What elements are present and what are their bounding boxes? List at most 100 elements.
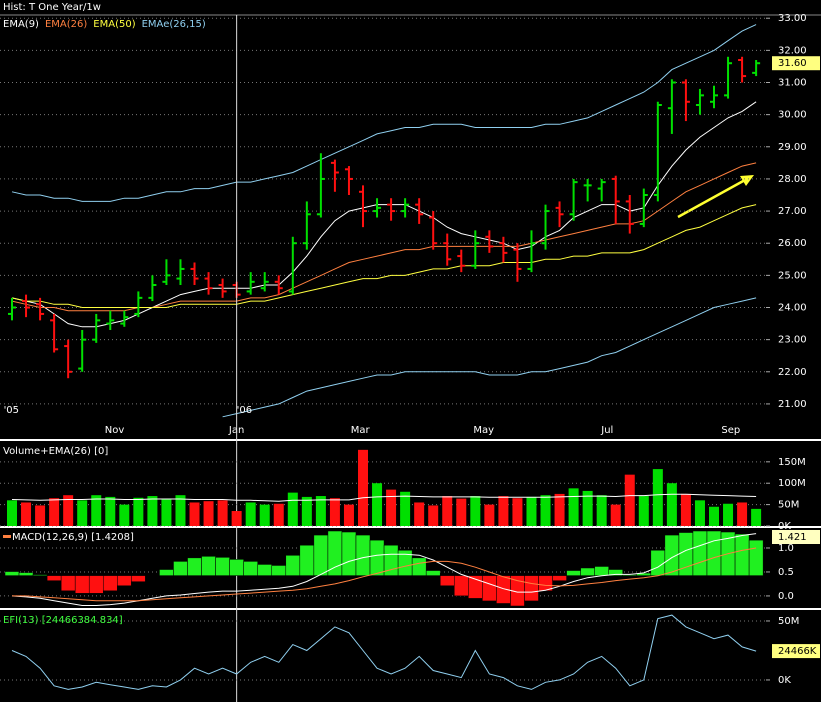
volume-bar (470, 496, 481, 526)
volume-bar (189, 502, 200, 526)
histogram-bar (285, 555, 301, 576)
volume-bar (498, 496, 509, 526)
volume-bar (329, 498, 340, 526)
x-tick-label: Jul (600, 425, 613, 436)
y-tick-label: 21.00 (778, 399, 807, 410)
volume-bar (652, 469, 663, 526)
histogram-bar (32, 574, 48, 576)
histogram-bar (608, 569, 623, 576)
volume-bar (259, 504, 270, 526)
histogram-bar (734, 533, 750, 576)
last-value-box (772, 644, 820, 659)
volume-bar (723, 503, 734, 526)
histogram-bar (60, 575, 76, 592)
volume-bar (638, 496, 649, 526)
legend-entry: EMA(50) (93, 19, 135, 30)
x-tick-label: Mar (351, 425, 371, 436)
volume-bar (414, 502, 425, 526)
panel-title: Volume+EMA(26) [0] (3, 446, 108, 457)
volume-bar (540, 495, 551, 526)
y-tick-label: 1.0 (778, 543, 794, 554)
histogram-bar (580, 567, 595, 576)
volume-bar (386, 489, 397, 526)
volume-bar (582, 490, 593, 526)
volume-bar (343, 504, 354, 526)
volume-bar (21, 502, 32, 526)
year-label: '06 (237, 405, 252, 416)
histogram-bar (482, 575, 497, 602)
legend-entry: EMA(26) (45, 19, 87, 30)
volume-bar (77, 500, 88, 526)
legend-swatch (3, 535, 11, 538)
y-tick-label: 24.00 (778, 303, 807, 314)
histogram-bar (439, 575, 455, 586)
histogram-bar (594, 566, 609, 576)
histogram-bar (257, 564, 272, 576)
y-tick-label: 150M (778, 457, 806, 468)
chart-title: Hist: T One Year/1w (3, 2, 101, 13)
histogram-bar (187, 557, 202, 576)
y-tick-label: 50M (778, 500, 799, 511)
x-tick-label: Sep (721, 425, 740, 436)
volume-bar (273, 503, 284, 526)
histogram-bar (18, 572, 34, 576)
histogram-bar (341, 531, 357, 576)
histogram-bar (454, 575, 469, 597)
histogram-bar (201, 556, 216, 576)
histogram-bar (4, 571, 20, 576)
histogram-bar (524, 575, 539, 602)
histogram-bar (229, 559, 244, 576)
volume-bar (526, 496, 537, 526)
histogram-bar (327, 530, 343, 576)
volume-bar (301, 496, 312, 526)
volume-bar (624, 474, 635, 526)
volume-bar (358, 449, 368, 526)
arrow-shaft (677, 178, 746, 219)
volume-bar (105, 496, 116, 526)
arrow-head (740, 175, 754, 186)
histogram-bar (159, 569, 174, 576)
year-label: '05 (4, 405, 19, 416)
indicator-line (11, 493, 757, 502)
legend-entry: EMA(9) (3, 19, 39, 30)
y-tick-label: 29.00 (778, 142, 807, 153)
histogram-bar (706, 530, 722, 576)
volume-bar (63, 495, 74, 526)
volume-bar (175, 495, 186, 526)
y-tick-label: 100M (778, 478, 806, 489)
histogram-bar (552, 575, 567, 581)
volume-bar (287, 492, 298, 526)
y-tick-label: 22.00 (778, 367, 807, 378)
volume-bar (91, 495, 102, 526)
legend-entry: EMAe(26,15) (142, 19, 206, 30)
indicator-line (12, 547, 757, 602)
indicator-line (11, 101, 757, 328)
panel-title: EFI(13) [24466384.834] (3, 615, 123, 626)
volume-bar (245, 502, 256, 526)
volume-bar (596, 495, 607, 526)
volume-bar (568, 488, 579, 526)
y-tick-label: 0K (778, 521, 791, 532)
volume-bar (161, 499, 172, 526)
histogram-bar (425, 570, 441, 576)
volume-bar (49, 498, 60, 526)
volume-bar (680, 493, 691, 526)
volume-bar (456, 498, 467, 526)
volume-bar (694, 500, 705, 526)
last-value-box (772, 530, 820, 544)
x-tick-label: May (473, 425, 494, 436)
histogram-bar (692, 530, 708, 576)
histogram-bar (566, 570, 581, 576)
histogram-bar (271, 565, 287, 576)
panel-title: MACD(12,26,9) [1.4208] (12, 532, 134, 543)
y-tick-label: 32.00 (778, 45, 807, 56)
indicator-line (11, 24, 757, 202)
histogram-bar (117, 575, 132, 586)
histogram-bar (243, 561, 258, 576)
histogram-bar (74, 575, 90, 594)
volume-bar (35, 505, 46, 526)
volume-bar (203, 501, 214, 526)
histogram-bar (215, 557, 230, 576)
